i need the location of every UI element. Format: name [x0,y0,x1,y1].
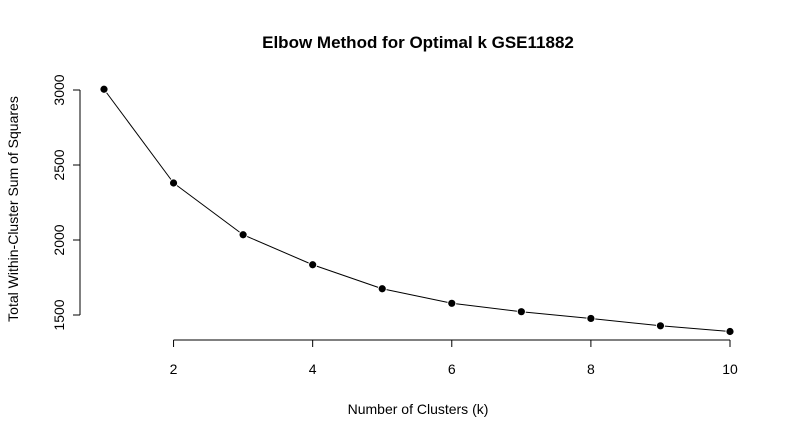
line-segment [451,302,522,313]
line-segment [312,264,383,290]
y-tick-label: 1500 [51,299,67,330]
data-point [100,85,108,93]
x-axis-label: Number of Clusters (k) [348,401,489,417]
y-tick-label: 3000 [51,74,67,105]
line-segment [173,182,244,236]
y-tick-label: 2500 [51,149,67,180]
line-segment [590,317,661,327]
chart-title: Elbow Method for Optimal k GSE11882 [262,33,574,52]
series-line [99,84,735,336]
x-tick-label: 10 [722,361,738,377]
data-point [309,261,317,269]
data-point [656,322,665,330]
data-point [448,299,456,307]
y-tick-label: 2000 [51,224,67,255]
data-point [378,285,386,293]
x-tick-label: 8 [587,361,595,377]
line-segment [521,311,591,319]
y-axis-label: Total Within-Cluster Sum of Squares [5,96,21,322]
data-point [169,179,178,187]
x-tick-label: 6 [448,361,456,377]
data-point [587,314,595,323]
line-segment [242,234,313,266]
line-segment [103,88,174,184]
data-point [726,327,734,336]
x-tick-label: 4 [309,361,317,377]
line-segment [660,325,731,332]
line-segment [382,288,452,304]
axes: 2 4 6 8 10 1500 2000 2500 3000 [51,74,738,377]
x-tick-label: 2 [170,361,178,377]
data-point [239,231,247,239]
data-point [517,308,525,316]
